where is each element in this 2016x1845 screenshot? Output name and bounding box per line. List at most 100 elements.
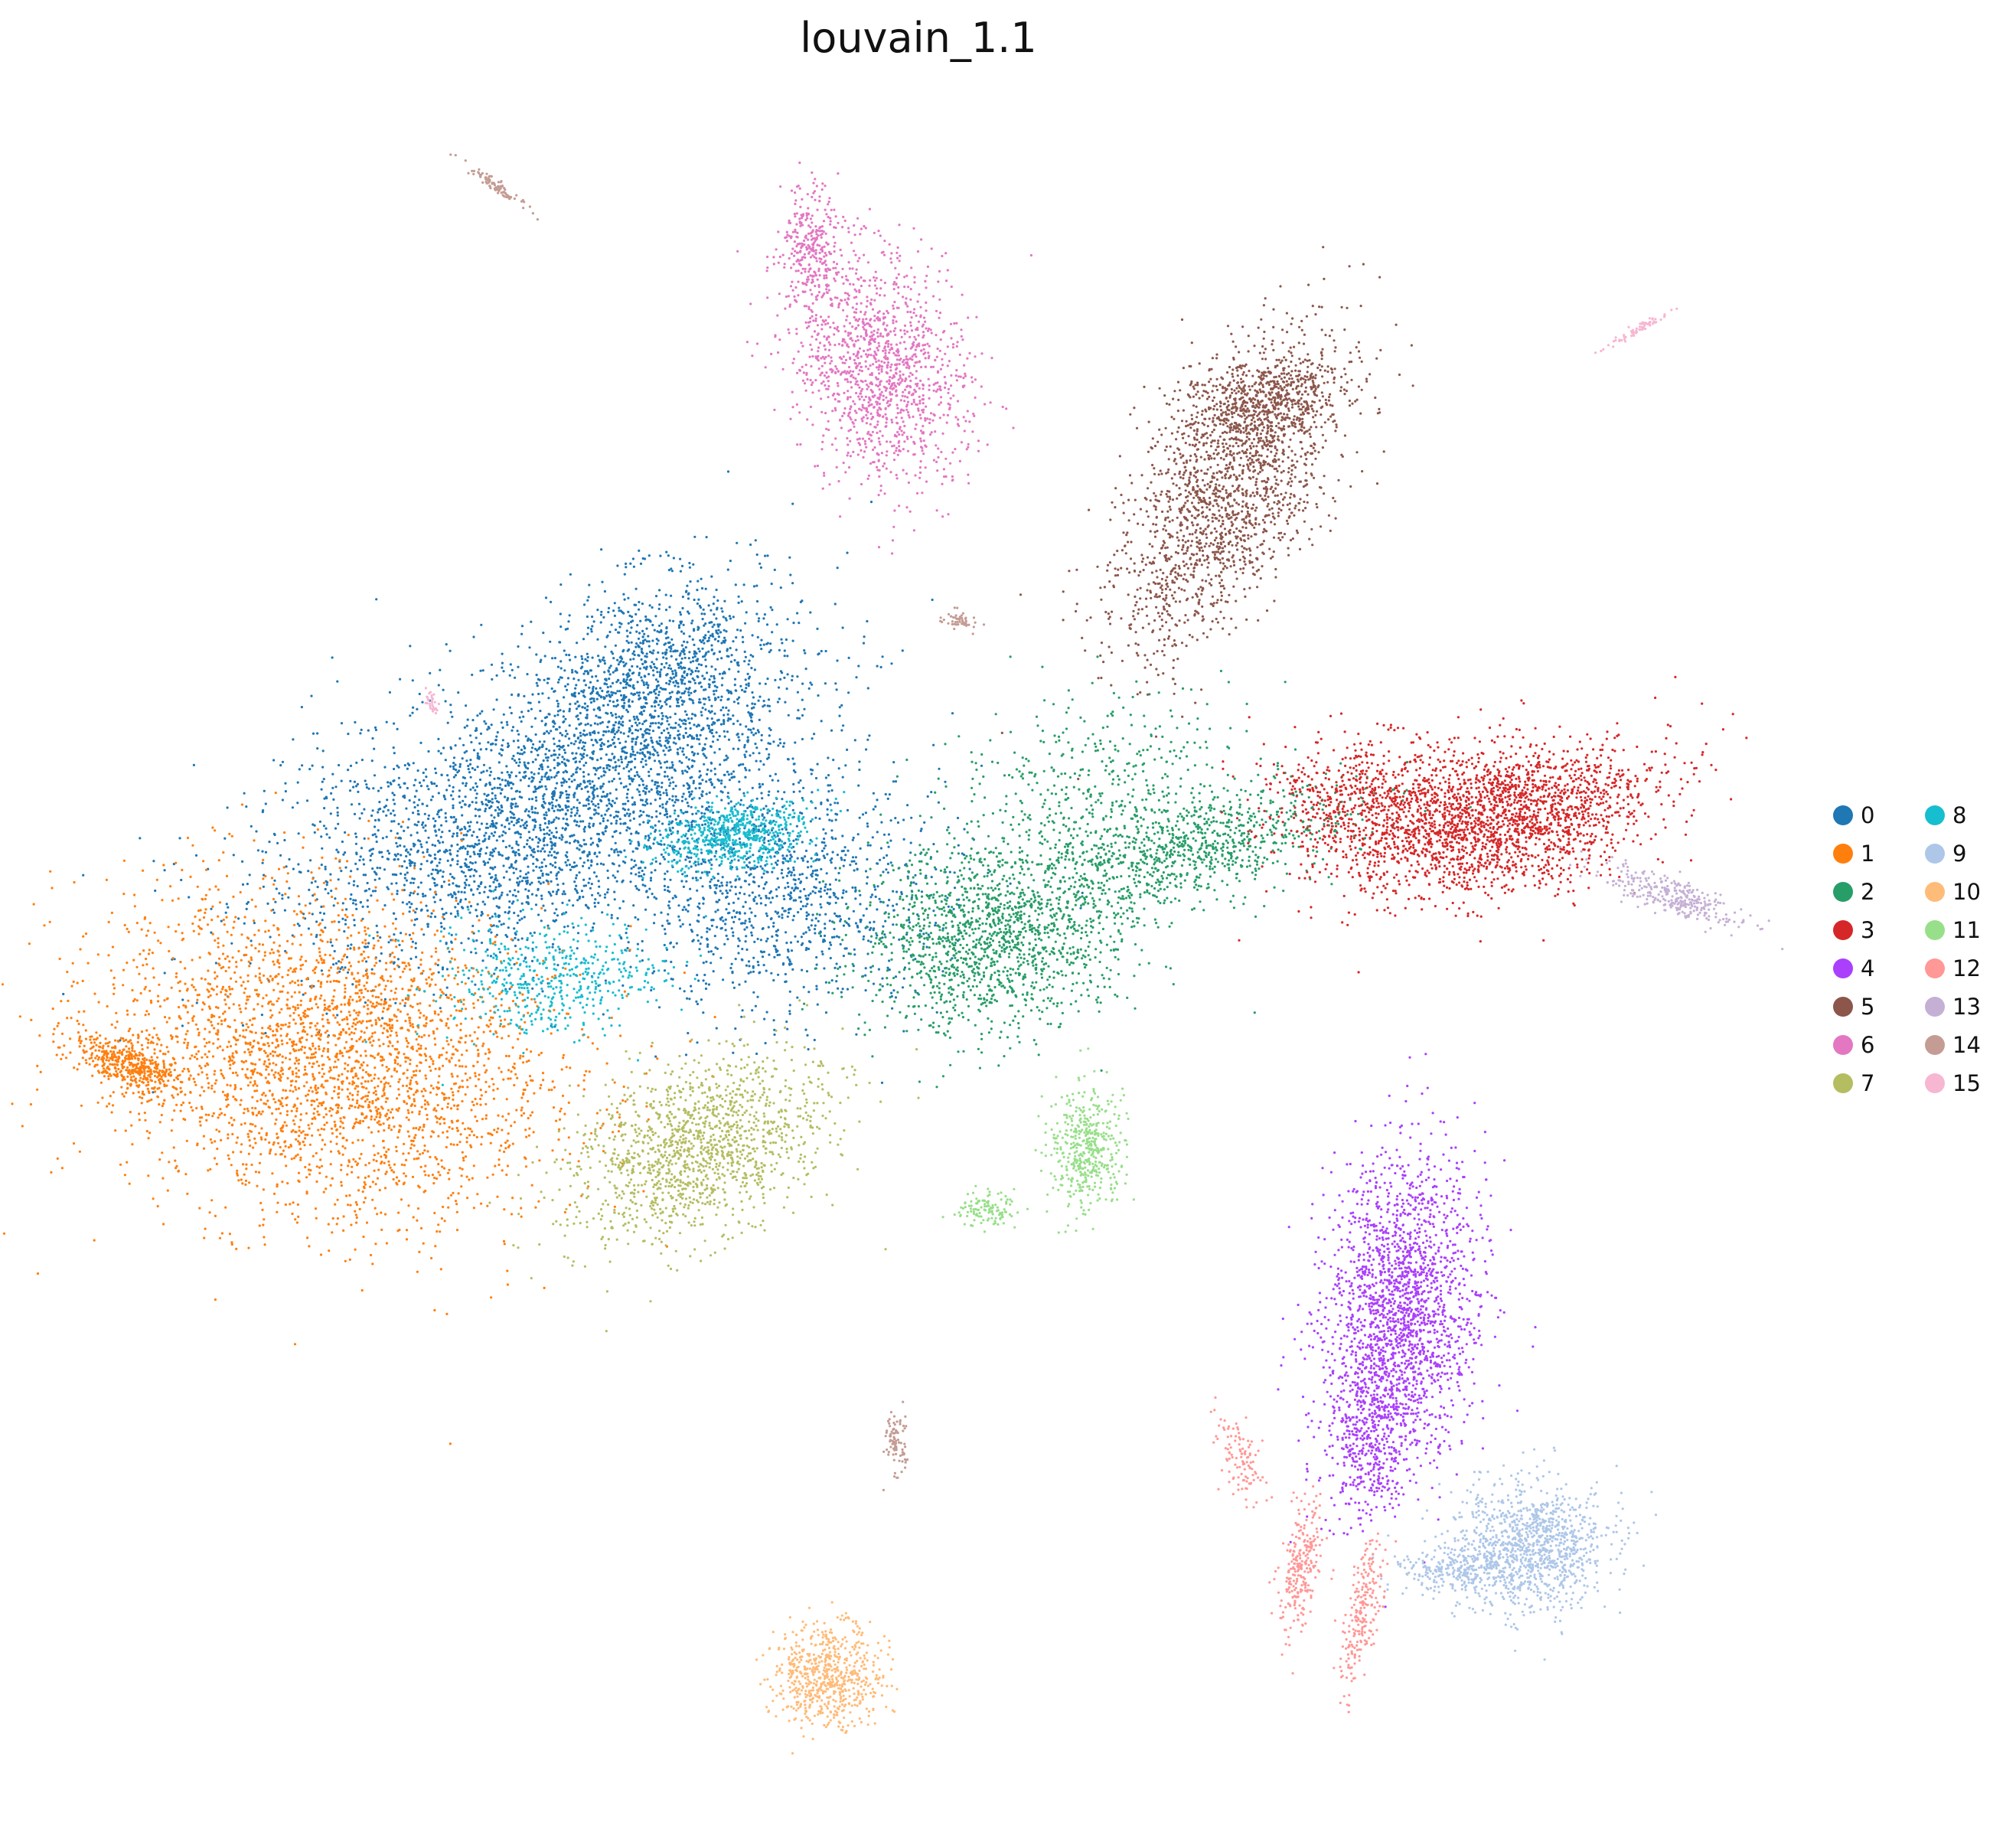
data-point bbox=[501, 667, 503, 669]
data-point bbox=[482, 669, 484, 671]
data-point bbox=[585, 805, 587, 807]
data-point bbox=[631, 732, 634, 734]
data-point bbox=[661, 722, 663, 724]
data-point bbox=[409, 894, 411, 896]
data-point bbox=[683, 649, 685, 651]
data-point bbox=[537, 845, 539, 847]
data-point bbox=[582, 745, 585, 747]
data-point bbox=[465, 858, 467, 860]
data-point bbox=[572, 904, 574, 906]
data-point bbox=[564, 735, 566, 737]
data-point bbox=[802, 787, 804, 789]
data-point bbox=[640, 728, 642, 730]
data-point bbox=[703, 748, 706, 750]
data-point bbox=[427, 788, 429, 790]
data-point bbox=[533, 848, 535, 851]
data-point bbox=[495, 822, 497, 825]
data-point bbox=[742, 641, 744, 643]
data-point bbox=[576, 700, 579, 703]
data-point bbox=[604, 697, 606, 699]
data-point bbox=[863, 635, 866, 638]
data-point bbox=[612, 800, 614, 802]
data-point bbox=[590, 669, 592, 671]
data-point bbox=[891, 1007, 893, 1010]
data-point bbox=[559, 726, 561, 728]
data-point bbox=[589, 732, 591, 734]
data-point bbox=[664, 700, 666, 703]
data-point bbox=[689, 635, 691, 638]
data-point bbox=[530, 751, 533, 753]
data-point bbox=[474, 769, 476, 771]
data-point bbox=[739, 629, 742, 632]
data-point bbox=[670, 638, 673, 641]
data-point bbox=[449, 766, 452, 768]
data-point bbox=[330, 890, 332, 892]
data-point bbox=[476, 915, 478, 917]
data-point bbox=[696, 602, 699, 605]
data-point bbox=[671, 799, 674, 802]
data-point bbox=[620, 758, 622, 760]
data-point bbox=[548, 749, 550, 752]
data-point bbox=[895, 996, 897, 998]
data-point bbox=[644, 746, 646, 749]
data-point bbox=[829, 888, 831, 890]
data-point bbox=[683, 677, 686, 679]
data-point bbox=[537, 811, 539, 814]
data-point bbox=[416, 908, 418, 910]
data-point bbox=[475, 939, 478, 942]
data-point bbox=[657, 684, 660, 687]
data-point bbox=[575, 753, 577, 755]
data-point bbox=[468, 884, 470, 887]
data-point bbox=[758, 617, 760, 619]
data-point bbox=[544, 717, 546, 719]
data-point bbox=[543, 844, 546, 847]
data-point bbox=[491, 916, 494, 918]
data-point bbox=[409, 645, 411, 647]
data-point bbox=[635, 831, 638, 833]
data-point bbox=[785, 638, 788, 641]
data-point bbox=[766, 915, 768, 917]
data-point bbox=[696, 676, 699, 678]
data-point bbox=[573, 794, 576, 796]
data-point bbox=[591, 697, 593, 700]
data-point bbox=[345, 908, 347, 910]
data-point bbox=[732, 714, 734, 717]
data-point bbox=[509, 878, 511, 880]
data-point bbox=[708, 860, 710, 862]
data-point bbox=[680, 926, 682, 928]
data-point bbox=[806, 911, 808, 913]
data-point bbox=[655, 678, 657, 681]
data-point bbox=[393, 933, 395, 936]
data-point bbox=[683, 906, 685, 908]
data-point bbox=[710, 621, 713, 623]
data-point bbox=[936, 1011, 938, 1014]
data-point bbox=[729, 615, 731, 617]
data-point bbox=[496, 698, 498, 700]
data-point bbox=[752, 854, 754, 856]
data-point bbox=[493, 778, 495, 780]
data-point bbox=[486, 949, 488, 951]
data-point bbox=[693, 760, 696, 762]
data-point bbox=[874, 805, 876, 808]
data-point bbox=[775, 773, 777, 776]
data-point bbox=[344, 919, 347, 921]
data-point bbox=[652, 649, 654, 651]
data-point bbox=[596, 863, 599, 865]
data-point bbox=[634, 718, 636, 720]
data-point bbox=[755, 1053, 758, 1055]
data-point bbox=[677, 753, 679, 755]
data-point bbox=[791, 582, 794, 584]
data-point bbox=[509, 890, 511, 893]
data-point bbox=[418, 798, 420, 801]
data-point bbox=[555, 874, 557, 877]
data-point bbox=[582, 776, 585, 778]
data-point bbox=[653, 691, 655, 693]
data-point bbox=[627, 611, 629, 613]
data-point bbox=[527, 762, 530, 764]
data-point bbox=[406, 787, 409, 789]
data-point bbox=[582, 733, 585, 736]
data-point bbox=[581, 658, 583, 660]
data-point bbox=[528, 831, 530, 833]
data-point bbox=[638, 698, 640, 700]
